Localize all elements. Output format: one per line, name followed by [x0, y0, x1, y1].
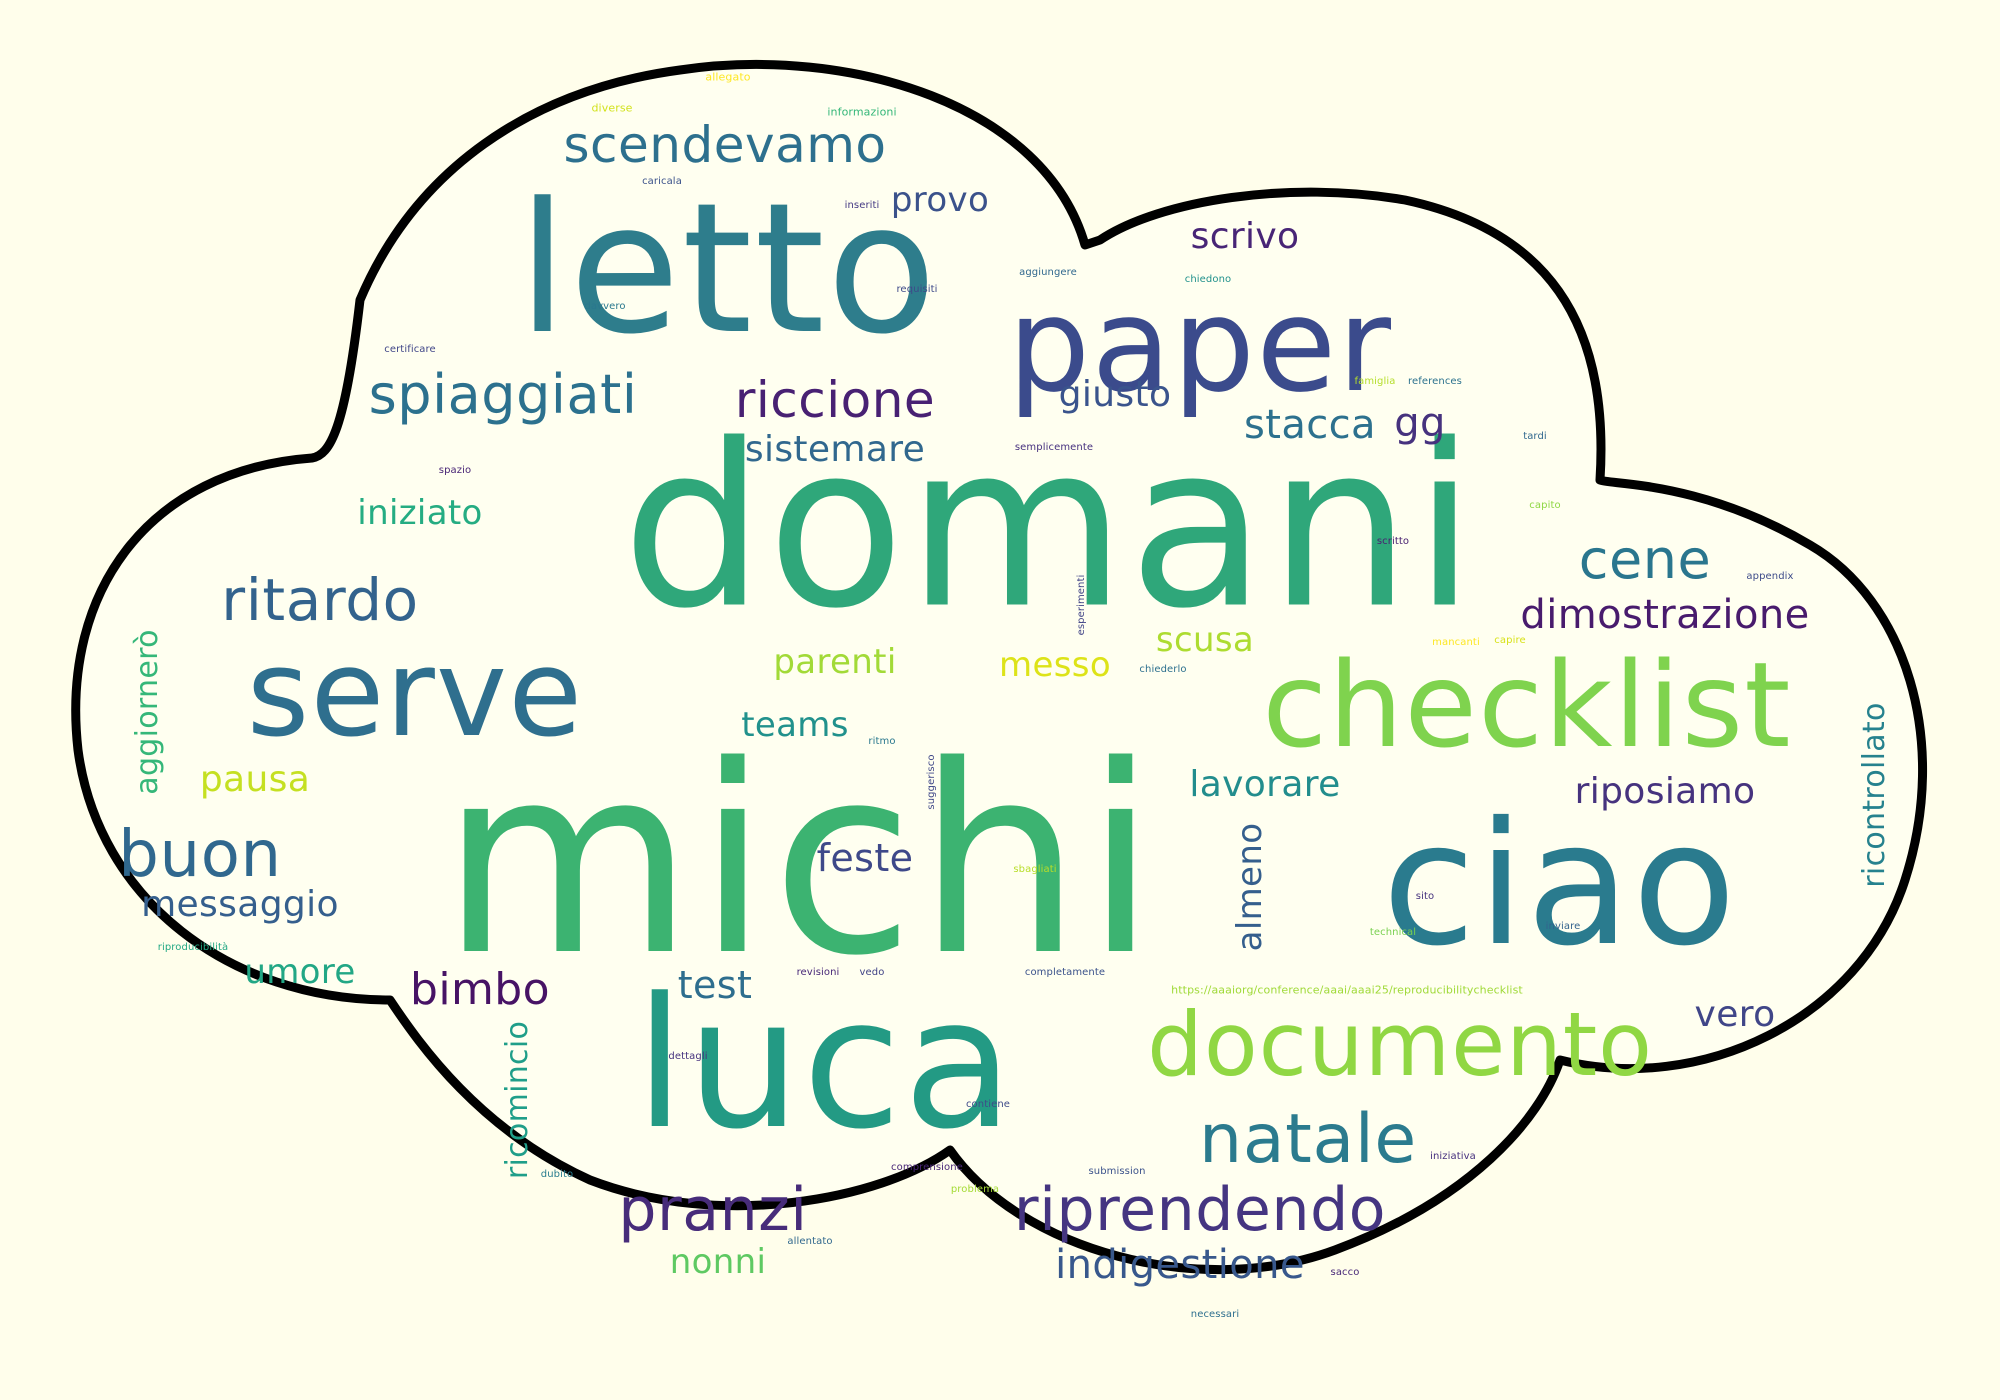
- word-certificare: certificare: [384, 344, 436, 355]
- word-problema: problema: [950, 1184, 1000, 1195]
- word-appendix: appendix: [1746, 571, 1794, 582]
- word-messaggio: messaggio: [141, 884, 339, 925]
- word-scritto: scritto: [1376, 536, 1410, 547]
- word-chiedono: chiedono: [1184, 274, 1232, 285]
- word-contiene: contiene: [965, 1099, 1011, 1110]
- word-mancanti: mancanti: [1432, 637, 1480, 648]
- word-natale: natale: [1199, 1100, 1417, 1179]
- word-sistemare: sistemare: [744, 429, 926, 470]
- word-ritmo: ritmo: [868, 736, 896, 747]
- word-dimostrazione: dimostrazione: [1520, 592, 1810, 638]
- word-requisiti: requisiti: [896, 284, 938, 295]
- word-domani: domani: [621, 396, 1479, 659]
- word-sbagliati: sbagliati: [1013, 864, 1057, 875]
- word-riproducibilita: riproducibilità: [157, 942, 229, 953]
- word-inviare: inviare: [1545, 921, 1581, 932]
- word-ritardo: ritardo: [221, 566, 419, 634]
- word-provo: provo: [890, 180, 990, 220]
- word-pranzi: pranzi: [618, 1175, 808, 1245]
- word-iniziato: iniziato: [357, 493, 483, 533]
- word-riccione: riccione: [734, 371, 936, 429]
- word-serve: serve: [246, 625, 584, 764]
- word-spazio: spazio: [438, 465, 472, 476]
- word-parenti: parenti: [773, 642, 897, 682]
- word-diverse: diverse: [591, 101, 633, 115]
- word-cene: cene: [1578, 528, 1712, 591]
- word-michi: michi: [440, 711, 1160, 1013]
- word-capito: capito: [1529, 500, 1561, 511]
- word-luca: luca: [634, 960, 1016, 1169]
- word-technical: technical: [1369, 927, 1417, 938]
- word-inseriti: inseriti: [844, 200, 880, 211]
- word-submission: submission: [1088, 1166, 1146, 1177]
- word-almeno: almeno: [1230, 822, 1270, 952]
- word-letto: letto: [517, 165, 939, 374]
- word-riposiamo: riposiamo: [1574, 771, 1756, 812]
- word-spiaggiati: spiaggiati: [368, 363, 638, 426]
- word-vedo: vedo: [859, 967, 885, 978]
- word-lavorare: lavorare: [1189, 764, 1341, 805]
- word-scusa: scusa: [1155, 620, 1255, 660]
- word-comprensione: comprensione: [891, 1162, 963, 1173]
- word-scendevamo: scendevamo: [563, 116, 887, 174]
- word-ricomincio: ricomincio: [500, 1020, 535, 1180]
- word-iniziativa: iniziativa: [1430, 1151, 1476, 1162]
- word-capire: capire: [1494, 635, 1526, 646]
- word-informazioni: informazioni: [827, 105, 897, 119]
- word-gg: gg: [1394, 400, 1446, 446]
- word-caricala: caricala: [642, 176, 682, 187]
- word-stacca: stacca: [1244, 402, 1376, 448]
- word-esperimenti: esperimenti: [1076, 574, 1087, 636]
- word-pausa: pausa: [199, 759, 311, 800]
- word-ricontrollato: ricontrollato: [1857, 702, 1892, 888]
- word-dubito: dubito: [540, 1169, 574, 1180]
- word-allegato: allegato: [705, 70, 751, 84]
- word-necessari: necessari: [1190, 1309, 1240, 1320]
- cloud-outline: [71, 60, 1927, 1275]
- word-https-link: https://aaaiorg/conference/aaai/aaai25/r…: [1171, 983, 1523, 997]
- word-checklist: checklist: [1262, 636, 1792, 774]
- word-ciao: ciao: [1382, 786, 1738, 984]
- word-messo: messo: [999, 645, 1111, 685]
- word-indigestione: indigestione: [1055, 1242, 1305, 1288]
- word-umore: umore: [244, 952, 356, 992]
- word-suggerisco: suggerisco: [926, 754, 937, 810]
- word-chiederlo: chiederlo: [1139, 664, 1187, 675]
- word-feste: feste: [816, 836, 914, 880]
- word-semplicemente: semplicemente: [1014, 442, 1094, 453]
- word-giusto: giusto: [1058, 374, 1172, 415]
- word-references: references: [1408, 376, 1462, 387]
- word-teams: teams: [741, 705, 849, 745]
- word-paper: paper: [1007, 269, 1393, 421]
- word-allentato: allentato: [787, 1236, 833, 1247]
- word-nonni: nonni: [669, 1242, 767, 1282]
- word-sito: sito: [1415, 891, 1435, 902]
- word-buon: buon: [118, 818, 282, 892]
- word-revisioni: revisioni: [796, 967, 840, 978]
- word-vero: vero: [1694, 994, 1776, 1035]
- word-scrivo: scrivo: [1190, 216, 1300, 257]
- word-tardi: tardi: [1523, 431, 1547, 442]
- word-aggiornero: aggiornerò: [130, 629, 165, 795]
- word-riprendendo: riprendendo: [1013, 1175, 1387, 1245]
- word-completamente: completamente: [1024, 967, 1106, 978]
- word-test: test: [677, 963, 753, 1007]
- word-famiglia: famiglia: [1354, 376, 1396, 387]
- word-aggiungere: aggiungere: [1019, 267, 1077, 278]
- word-bimbo: bimbo: [409, 964, 551, 1015]
- word-documento: documento: [1147, 993, 1653, 1096]
- word-sacco: sacco: [1330, 1267, 1360, 1278]
- word-davvero: davvero: [584, 301, 626, 312]
- word-dettagli: dettagli: [668, 1051, 708, 1062]
